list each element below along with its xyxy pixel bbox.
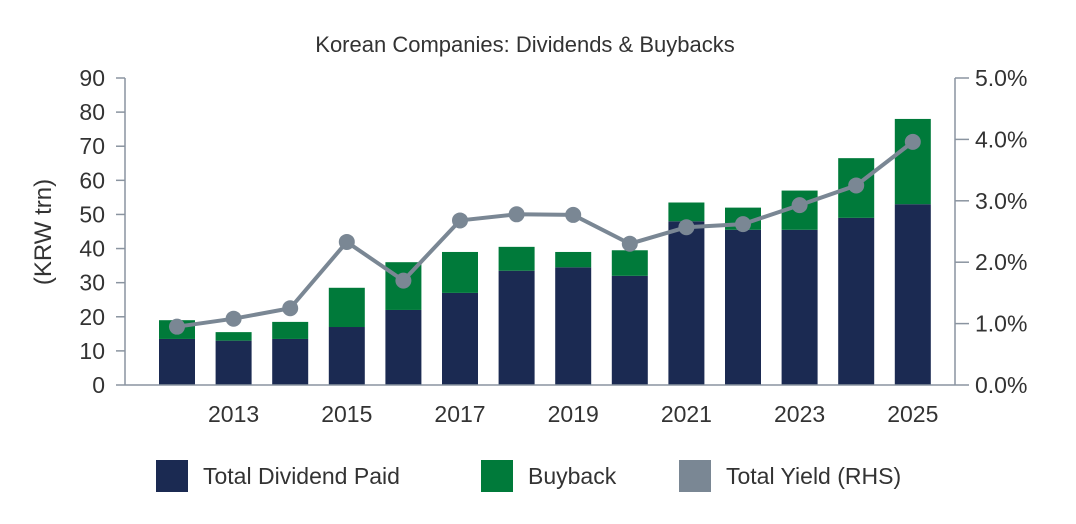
right-axis: 0.0% 1.0% 2.0% 3.0% 4.0% 5.0% — [954, 65, 1027, 398]
bar-dividend — [668, 221, 705, 385]
left-tick-label: 20 — [79, 304, 105, 330]
yield-point — [225, 310, 242, 327]
left-tick-label: 90 — [79, 65, 105, 91]
legend-label: Buyback — [528, 463, 617, 489]
x-tick-label: 2023 — [774, 401, 825, 427]
bar-buyback — [215, 332, 252, 341]
bar-dividend — [498, 270, 535, 385]
yield-point — [735, 216, 751, 233]
legend-label: Total Dividend Paid — [203, 463, 400, 489]
bar-dividend — [838, 217, 875, 385]
bar-buyback — [328, 287, 365, 328]
x-tick-label: 2015 — [321, 401, 372, 427]
yield-line-path — [176, 140, 915, 329]
legend-label: Total Yield (RHS) — [726, 463, 901, 489]
left-tick-label: 10 — [79, 338, 105, 364]
x-tick-label: 2013 — [208, 401, 259, 427]
yield-point — [904, 133, 921, 150]
right-tick-label: 5.0% — [975, 65, 1027, 91]
x-axis: 2013 2015 2017 2019 2021 2023 2025 — [125, 384, 955, 427]
right-tick-label: 0.0% — [975, 372, 1027, 398]
bar-dividend — [894, 204, 931, 385]
left-tick-label: 40 — [79, 236, 105, 262]
yield-point — [508, 206, 525, 223]
bar-dividend — [159, 338, 195, 385]
yield-point — [395, 272, 412, 289]
left-tick-label: 70 — [79, 133, 105, 159]
bar-buyback — [894, 118, 931, 205]
bar-buyback — [442, 251, 478, 293]
bar-dividend — [442, 292, 478, 385]
bar-dividend — [611, 275, 648, 385]
left-tick-label: 30 — [79, 270, 105, 296]
x-tick-label: 2019 — [548, 401, 599, 427]
legend-swatch — [481, 460, 513, 492]
x-tick-label: 2017 — [434, 401, 485, 427]
right-tick-label: 1.0% — [975, 311, 1027, 337]
bar-buyback — [611, 250, 648, 276]
legend-swatch — [156, 460, 188, 492]
y-axis-label: (KRW trn) — [30, 179, 57, 285]
bar-buyback — [668, 202, 705, 222]
chart-title: Korean Companies: Dividends & Buybacks — [315, 32, 734, 57]
bar-dividend — [385, 309, 422, 385]
right-tick-label: 4.0% — [975, 126, 1027, 152]
bar-dividend — [272, 338, 309, 385]
bar-buyback — [498, 246, 535, 271]
yield-point — [565, 206, 582, 223]
bar-dividend — [555, 267, 592, 385]
yield-line — [169, 133, 921, 335]
yield-point — [791, 197, 808, 214]
yield-point — [848, 177, 865, 194]
left-tick-label: 50 — [79, 201, 105, 227]
bar-dividend — [781, 229, 818, 385]
x-tick-label: 2025 — [887, 401, 938, 427]
left-tick-label: 0 — [92, 372, 105, 398]
yield-point — [678, 219, 695, 236]
x-tick-label: 2021 — [661, 401, 712, 427]
left-tick-label: 80 — [79, 99, 105, 125]
legend: Total Dividend Paid Buyback Total Yield (R… — [156, 460, 901, 492]
legend-swatch — [679, 460, 711, 492]
left-axis: 0 10 20 30 40 50 60 70 80 90 — [79, 65, 126, 398]
yield-point — [282, 300, 299, 317]
left-tick-label: 60 — [79, 167, 105, 193]
bar-dividend — [215, 340, 252, 385]
yield-point — [452, 212, 468, 229]
bar-buyback — [272, 321, 309, 339]
yield-point — [338, 233, 355, 250]
bars — [159, 118, 931, 385]
yield-point — [621, 235, 638, 252]
right-tick-label: 2.0% — [975, 249, 1027, 275]
right-tick-label: 3.0% — [975, 188, 1027, 214]
bar-dividend — [328, 327, 365, 385]
yield-point — [169, 318, 185, 335]
bar-dividend — [725, 229, 761, 385]
bar-buyback — [555, 251, 592, 268]
